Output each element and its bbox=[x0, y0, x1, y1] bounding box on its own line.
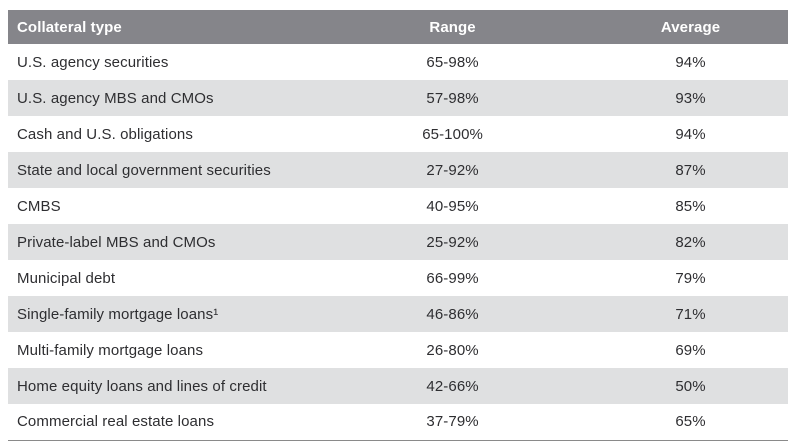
average-cell: 71% bbox=[675, 305, 706, 323]
range-cell: 27-92% bbox=[426, 161, 479, 179]
collateral-type-cell: U.S. agency MBS and CMOs bbox=[17, 89, 214, 107]
range-cell: 42-66% bbox=[426, 377, 479, 395]
table-row: Municipal debt 66-99% 79% bbox=[8, 260, 788, 296]
column-header-average: Average bbox=[592, 10, 788, 44]
collateral-type-cell: U.S. agency securities bbox=[17, 53, 169, 71]
collateral-table-container: Collateral type Range Average U.S. agenc… bbox=[8, 10, 788, 441]
table-row: Commercial real estate loans 37-79% 65% bbox=[8, 404, 788, 440]
table-row: Single-family mortgage loans¹ 46-86% 71% bbox=[8, 296, 788, 332]
range-cell: 25-92% bbox=[426, 233, 479, 251]
average-cell: 65% bbox=[675, 413, 706, 431]
range-cell: 37-79% bbox=[426, 413, 479, 431]
average-cell: 87% bbox=[675, 161, 706, 179]
table-row: CMBS 40-95% 85% bbox=[8, 188, 788, 224]
table-row: U.S. agency securities 65-98% 94% bbox=[8, 44, 788, 80]
table-header-row: Collateral type Range Average bbox=[8, 10, 788, 44]
average-cell: 82% bbox=[675, 233, 706, 251]
collateral-type-cell: Private-label MBS and CMOs bbox=[17, 233, 216, 251]
range-cell: 40-95% bbox=[426, 197, 479, 215]
average-cell: 94% bbox=[675, 125, 706, 143]
average-cell: 79% bbox=[675, 269, 706, 287]
collateral-type-cell: CMBS bbox=[17, 197, 61, 215]
table-row: Cash and U.S. obligations 65-100% 94% bbox=[8, 116, 788, 152]
table-row: Home equity loans and lines of credit 42… bbox=[8, 368, 788, 404]
collateral-type-cell: Single-family mortgage loans¹ bbox=[17, 305, 219, 323]
collateral-type-cell: Home equity loans and lines of credit bbox=[17, 377, 267, 395]
collateral-type-cell: Cash and U.S. obligations bbox=[17, 125, 193, 143]
table-row: Multi-family mortgage loans 26-80% 69% bbox=[8, 332, 788, 368]
average-cell: 85% bbox=[675, 197, 706, 215]
range-cell: 65-100% bbox=[422, 125, 483, 143]
range-cell: 46-86% bbox=[426, 305, 479, 323]
collateral-type-cell: State and local government securities bbox=[17, 161, 271, 179]
range-cell: 57-98% bbox=[426, 89, 479, 107]
average-cell: 94% bbox=[675, 53, 706, 71]
collateral-table: Collateral type Range Average U.S. agenc… bbox=[8, 10, 788, 441]
column-header-collateral-type: Collateral type bbox=[8, 10, 313, 44]
collateral-type-cell: Commercial real estate loans bbox=[17, 413, 215, 431]
collateral-type-cell: Multi-family mortgage loans bbox=[17, 341, 204, 359]
average-cell: 50% bbox=[675, 377, 706, 395]
range-cell: 26-80% bbox=[426, 341, 479, 359]
average-cell: 69% bbox=[675, 341, 706, 359]
table-row: U.S. agency MBS and CMOs 57-98% 93% bbox=[8, 80, 788, 116]
table-row: State and local government securities 27… bbox=[8, 152, 788, 188]
collateral-type-cell: Municipal debt bbox=[17, 269, 116, 287]
column-header-range: Range bbox=[312, 10, 593, 44]
average-cell: 93% bbox=[675, 89, 706, 107]
range-cell: 66-99% bbox=[426, 269, 479, 287]
table-row: Private-label MBS and CMOs 25-92% 82% bbox=[8, 224, 788, 260]
range-cell: 65-98% bbox=[426, 53, 479, 71]
